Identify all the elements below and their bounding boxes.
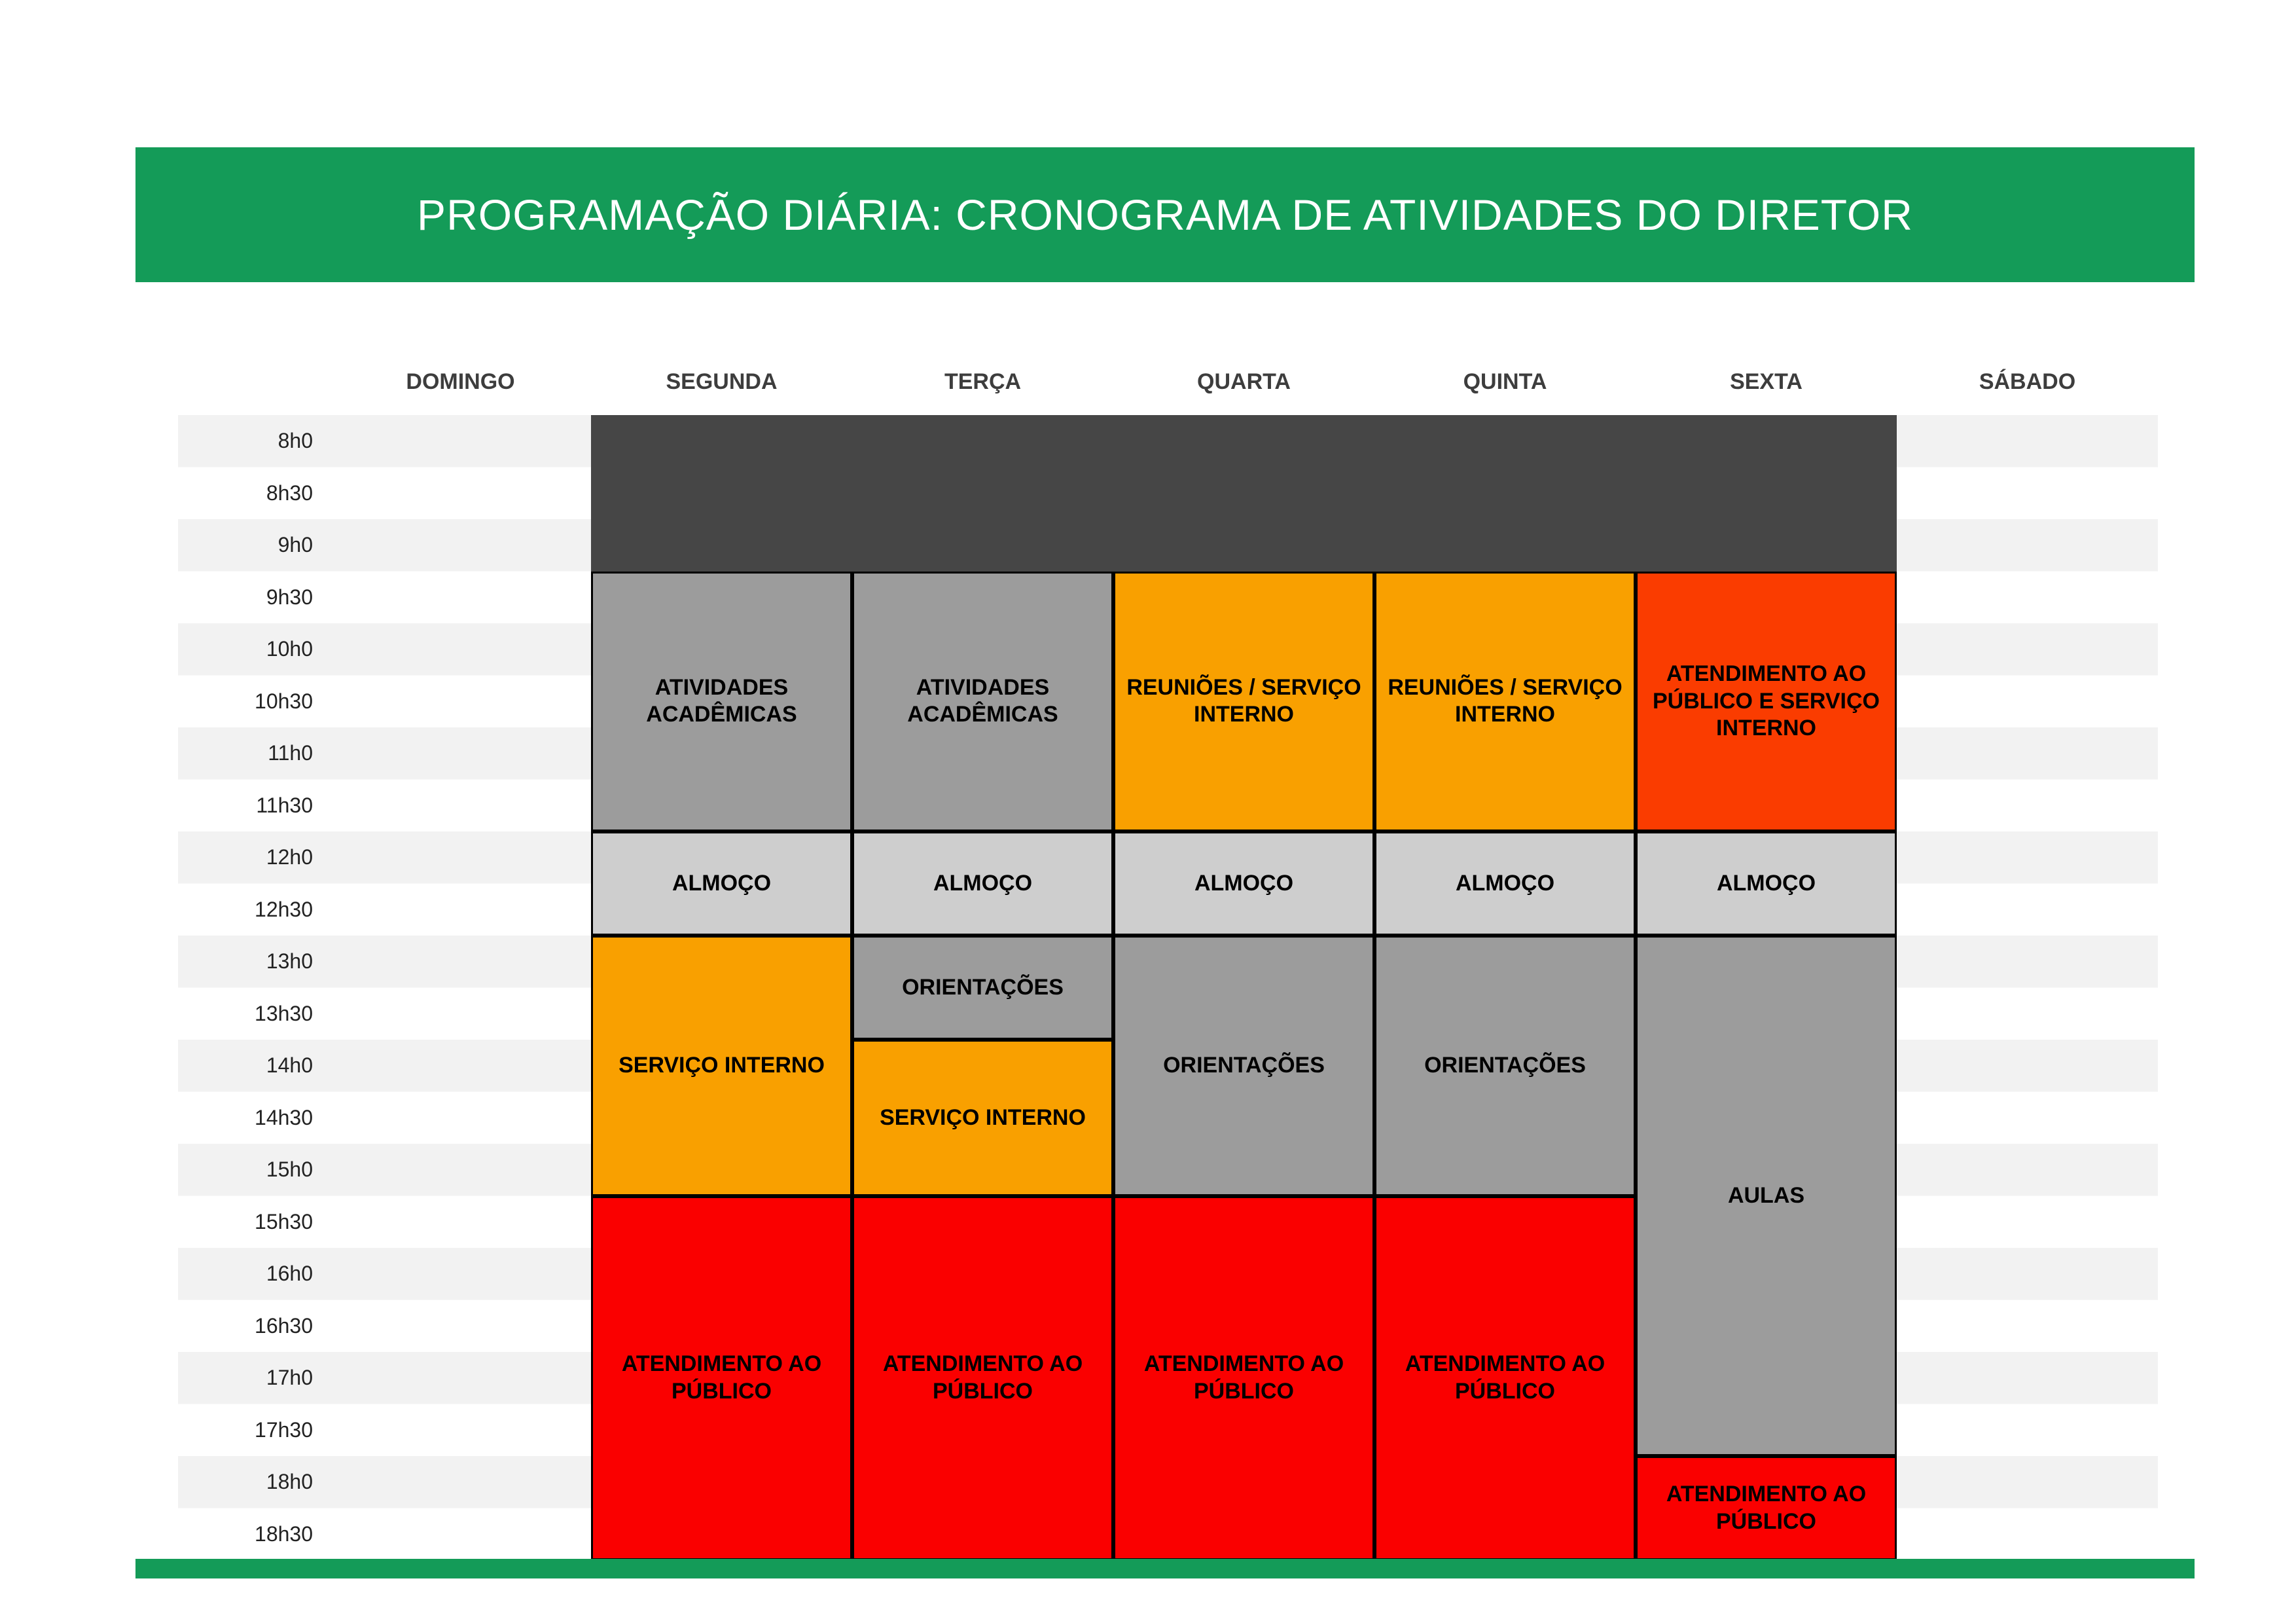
- block-quinta-almoco: ALMOÇO: [1374, 831, 1636, 936]
- day-header-sexta: SEXTA: [1730, 369, 1803, 394]
- time-label: 17h30: [255, 1417, 313, 1442]
- time-label: 10h0: [266, 637, 313, 661]
- time-label: 11h30: [256, 793, 313, 817]
- block-segunda-servico-interno: SERVIÇO INTERNO: [591, 936, 852, 1196]
- schedule-grid: 8h0 8h30 9h0 9h30 10h0 10h30 11h0 11h30 …: [178, 415, 2158, 1560]
- time-label: 18h30: [255, 1522, 313, 1546]
- day-header-row: DOMINGO SEGUNDA TERÇA QUARTA QUINTA SEXT…: [178, 354, 2158, 410]
- time-label: 18h0: [266, 1470, 313, 1494]
- time-label: 10h30: [255, 689, 313, 713]
- time-label: 12h0: [266, 845, 313, 869]
- time-label: 14h0: [266, 1053, 313, 1078]
- block-quinta-reunioes-servico: REUNIÕES / SERVIÇO INTERNO: [1374, 571, 1636, 831]
- time-label: 8h0: [278, 429, 313, 453]
- time-label: 15h0: [266, 1158, 313, 1182]
- block-quinta-orientacoes: ORIENTAÇÕES: [1374, 936, 1636, 1196]
- block-sexta-almoco: ALMOÇO: [1636, 831, 1897, 936]
- time-label: 16h30: [255, 1313, 313, 1338]
- time-label: 15h30: [255, 1209, 313, 1233]
- time-label: 13h0: [266, 949, 313, 974]
- block-segunda-atividades-academicas: ATIVIDADES ACADÊMICAS: [591, 571, 852, 831]
- time-label: 17h0: [266, 1366, 313, 1390]
- block-sexta-atendimento-publico: ATENDIMENTO AO PÚBLICO: [1636, 1456, 1897, 1560]
- day-header-quarta: QUARTA: [1197, 369, 1291, 394]
- title-banner: PROGRAMAÇÃO DIÁRIA: CRONOGRAMA DE ATIVID…: [135, 147, 2195, 282]
- block-blocked-morning: [591, 415, 1897, 572]
- time-label: 16h0: [266, 1262, 313, 1286]
- block-terca-servico-interno: SERVIÇO INTERNO: [852, 1040, 1113, 1196]
- day-header-domingo: DOMINGO: [406, 369, 515, 394]
- block-terca-atividades-academicas: ATIVIDADES ACADÊMICAS: [852, 571, 1113, 831]
- day-header-segunda: SEGUNDA: [666, 369, 778, 394]
- day-header-sabado: SÁBADO: [1979, 369, 2076, 394]
- block-quarta-reunioes-servico: REUNIÕES / SERVIÇO INTERNO: [1113, 571, 1374, 831]
- block-quarta-orientacoes: ORIENTAÇÕES: [1113, 936, 1374, 1196]
- day-header-quinta: QUINTA: [1463, 369, 1547, 394]
- time-label: 13h30: [255, 1001, 313, 1025]
- time-label: 12h30: [255, 897, 313, 921]
- time-label: 9h0: [278, 533, 313, 557]
- block-segunda-atendimento-publico: ATENDIMENTO AO PÚBLICO: [591, 1195, 852, 1560]
- bottom-accent-bar: [135, 1559, 2195, 1578]
- day-header-terca: TERÇA: [944, 369, 1022, 394]
- time-label: 11h0: [268, 741, 313, 765]
- block-terca-atendimento-publico: ATENDIMENTO AO PÚBLICO: [852, 1195, 1113, 1560]
- time-label: 8h30: [266, 481, 313, 505]
- block-quarta-almoco: ALMOÇO: [1113, 831, 1374, 936]
- block-quinta-atendimento-publico: ATENDIMENTO AO PÚBLICO: [1374, 1195, 1636, 1560]
- time-label: 9h30: [266, 585, 313, 609]
- block-quarta-atendimento-publico: ATENDIMENTO AO PÚBLICO: [1113, 1195, 1374, 1560]
- block-segunda-almoco: ALMOÇO: [591, 831, 852, 936]
- block-sexta-aulas: AULAS: [1636, 936, 1897, 1456]
- block-sexta-atendimento-servico: ATENDIMENTO AO PÚBLICO E SERVIÇO INTERNO: [1636, 571, 1897, 831]
- page-title: PROGRAMAÇÃO DIÁRIA: CRONOGRAMA DE ATIVID…: [417, 191, 1913, 239]
- block-terca-orientacoes: ORIENTAÇÕES: [852, 936, 1113, 1040]
- block-terca-almoco: ALMOÇO: [852, 831, 1113, 936]
- time-label: 14h30: [255, 1105, 313, 1129]
